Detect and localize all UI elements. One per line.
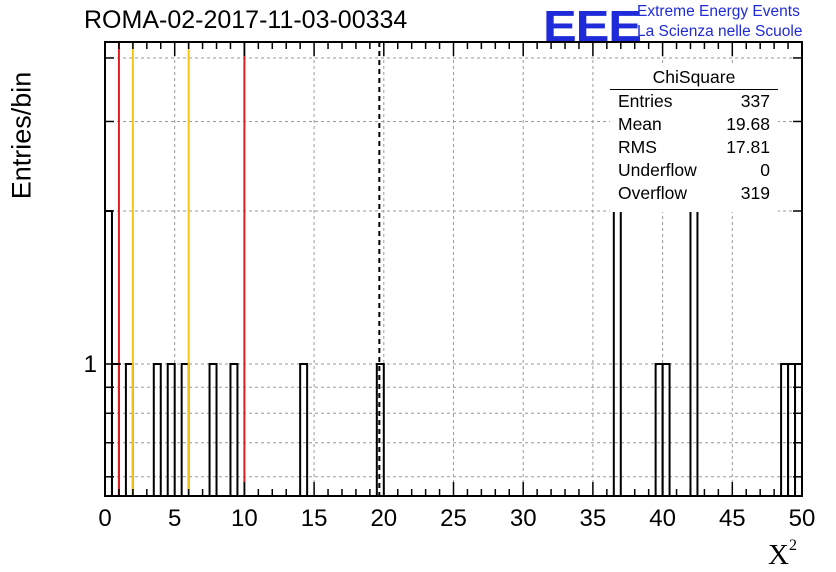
stats-row-entries: Entries 337 (610, 90, 778, 113)
stats-row-underflow: Underflow 0 (610, 159, 778, 182)
histogram-bar (208, 363, 218, 496)
x-tick-label: 0 (98, 505, 111, 532)
logo-tagline-2: La Scienza nelle Scuole (637, 23, 803, 40)
histogram-bar (124, 363, 134, 496)
histogram-bar (375, 363, 385, 496)
x-axis-label: X2 (768, 537, 797, 572)
stats-label: RMS (618, 137, 657, 157)
stats-value: 17.81 (726, 137, 770, 157)
histogram-bar (152, 363, 162, 496)
stats-label: Mean (618, 114, 662, 134)
logo-tagline-1: Extreme Energy Events (637, 3, 800, 20)
stats-box: ChiSquare Entries 337 Mean 19.68 RMS 17.… (610, 66, 778, 212)
histogram-bar (654, 363, 664, 496)
stats-label: Overflow (618, 183, 688, 203)
stats-value: 337 (740, 91, 770, 111)
stats-title: ChiSquare (652, 67, 736, 87)
histogram-bar (229, 363, 239, 496)
histogram-bar (104, 209, 113, 496)
stats-label: Underflow (618, 160, 697, 180)
y-tick-label: 1 (84, 351, 97, 378)
x-tick-label: 5 (168, 505, 181, 532)
stats-label: Entries (618, 91, 673, 111)
reference-lines (117, 42, 381, 496)
x-tick-label: 40 (649, 505, 676, 532)
eee-logo: EEE (543, 2, 642, 51)
histogram-bar (661, 363, 671, 496)
histogram-bar (166, 363, 176, 496)
stats-value: 19.68 (726, 114, 770, 134)
histogram-bar (780, 363, 790, 496)
x-tick-label: 25 (440, 505, 467, 532)
stats-row-mean: Mean 19.68 (610, 113, 778, 136)
x-tick-labels: 0 5 10 15 20 25 30 35 40 45 50 (98, 505, 815, 532)
histogram-bar (612, 209, 622, 496)
x-tick-label: 15 (301, 505, 328, 532)
stats-divider (610, 89, 778, 90)
stats-row-overflow: Overflow 319 (610, 182, 778, 205)
x-axis-label-superscript: 2 (788, 537, 797, 554)
x-tick-label: 10 (231, 505, 258, 532)
y-tick-labels: 1 (84, 351, 97, 378)
x-tick-label: 20 (370, 505, 397, 532)
x-axis-label-base: X (768, 539, 789, 571)
histogram-bar (689, 209, 699, 496)
plot-frame (104, 41, 803, 497)
stats-value: 0 (760, 160, 770, 180)
stats-row-rms: RMS 17.81 (610, 136, 778, 159)
x-tick-label: 50 (789, 505, 816, 532)
x-tick-label: 35 (580, 505, 607, 532)
stats-value: 319 (740, 183, 770, 203)
run-title: ROMA-02-2017-11-03-00334 (84, 6, 408, 34)
x-tick-label: 30 (510, 505, 537, 532)
y-axis-label: Entries/bin (6, 71, 37, 200)
histogram-bar (180, 363, 190, 496)
histogram-bar (299, 363, 309, 496)
x-tick-label: 45 (719, 505, 746, 532)
